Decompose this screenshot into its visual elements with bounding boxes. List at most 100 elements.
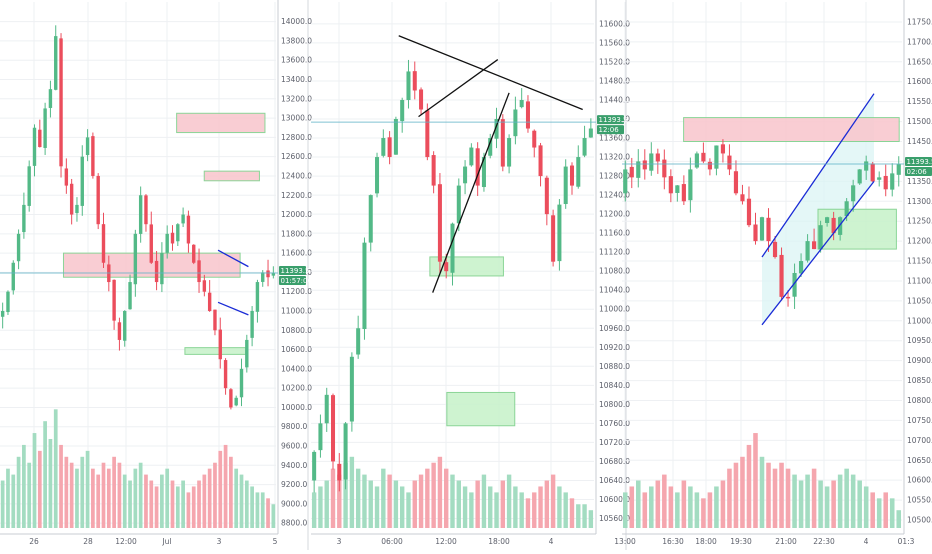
candle-body xyxy=(388,137,392,157)
candle-body xyxy=(112,280,115,321)
volume-bar xyxy=(688,486,693,528)
candle-body xyxy=(688,169,692,200)
y-tick-label: 12000.0 xyxy=(281,210,312,219)
volume-bar xyxy=(576,504,580,528)
candle-body xyxy=(438,184,442,261)
candle-body xyxy=(27,166,30,206)
y-tick-label: 10680.0 xyxy=(599,457,630,466)
candle-body xyxy=(695,153,699,167)
candle-body xyxy=(469,148,473,166)
candle-body xyxy=(75,205,78,213)
volume-bar xyxy=(224,445,228,528)
volume-bar xyxy=(623,492,628,528)
volume-bar xyxy=(75,469,79,528)
candle-body xyxy=(513,109,517,136)
support-zone xyxy=(818,209,896,249)
y-tick-label: 11350.0 xyxy=(907,177,932,186)
candle-body xyxy=(344,423,348,479)
volume-bar xyxy=(331,469,335,528)
y-tick-label: 8800.0 xyxy=(281,519,307,528)
x-tick-label: 22:30 xyxy=(813,537,835,546)
countdown-label: 01:57:06 xyxy=(281,277,313,285)
volume-bar xyxy=(734,463,739,528)
volume-bar xyxy=(482,475,486,528)
volume-bar xyxy=(165,469,169,528)
candle-body xyxy=(362,243,366,329)
volume-bar xyxy=(662,475,667,528)
candle-body xyxy=(532,131,536,148)
candle-body xyxy=(102,224,105,263)
volume-bar xyxy=(155,486,159,528)
y-tick-label: 12400.0 xyxy=(281,171,312,180)
volume-bar xyxy=(128,481,132,528)
volume-bar xyxy=(139,463,143,528)
volume-bar xyxy=(64,457,68,528)
candle-body xyxy=(356,328,360,354)
y-tick-label: 10850.0 xyxy=(907,376,932,385)
candle-body xyxy=(877,177,881,179)
x-tick-label: 06:00 xyxy=(381,537,403,546)
volume-bar xyxy=(708,492,713,528)
candle-body xyxy=(128,282,131,309)
volume-bar xyxy=(118,463,122,528)
volume-bar xyxy=(181,481,185,528)
candle-body xyxy=(6,292,9,312)
candle-body xyxy=(897,164,901,175)
candle-body xyxy=(381,138,385,156)
y-tick-label: 11120.0 xyxy=(599,248,630,257)
volume-bar xyxy=(682,481,687,528)
support-zone xyxy=(447,392,515,425)
candle-body xyxy=(786,297,790,299)
candle-body xyxy=(150,224,153,262)
y-tick-label: 11160.0 xyxy=(599,229,630,238)
candle-body xyxy=(805,241,809,260)
candle-body xyxy=(331,395,335,461)
volume-bar xyxy=(318,486,322,528)
x-tick-label: 5 xyxy=(273,537,278,546)
y-tick-label: 9800.0 xyxy=(281,422,307,431)
volume-bar xyxy=(831,481,836,528)
candle-body xyxy=(551,215,555,261)
last-price-label: 11393.5 xyxy=(907,158,932,166)
candle-body xyxy=(81,157,84,206)
y-tick-label: 11250.0 xyxy=(907,217,932,226)
y-tick-label: 11040.0 xyxy=(599,286,630,295)
volume-bar xyxy=(488,486,492,528)
last-price-label: 11393.5 xyxy=(281,267,310,275)
candle-body xyxy=(1,311,4,317)
resistance-zone xyxy=(684,118,900,142)
x-tick-label: 13:00 xyxy=(614,537,636,546)
support-zone xyxy=(185,348,246,355)
y-tick-label: 11450.0 xyxy=(907,137,932,146)
volume-bar xyxy=(381,469,385,528)
candle-body xyxy=(160,253,163,284)
y-tick-label: 12600.0 xyxy=(281,152,312,161)
candle-body xyxy=(669,176,673,193)
volume-bar xyxy=(400,486,404,528)
volume-bar xyxy=(387,475,391,528)
y-tick-label: 14000.0 xyxy=(281,17,312,26)
candle-body xyxy=(375,157,379,193)
y-tick-label: 10600.0 xyxy=(907,476,932,485)
volume-bar xyxy=(857,481,862,528)
y-tick-label: 11600.0 xyxy=(599,19,630,28)
volume-bar xyxy=(86,451,90,528)
volume-bar xyxy=(786,469,791,528)
candle-body xyxy=(864,161,868,170)
volume-bar xyxy=(350,457,354,528)
candle-body xyxy=(155,261,158,282)
volume-bar xyxy=(643,492,648,528)
volume-bar xyxy=(501,481,505,528)
y-tick-label: 12200.0 xyxy=(281,191,312,200)
y-tick-label: 13400.0 xyxy=(281,75,312,84)
candle-body xyxy=(779,255,783,297)
y-tick-label: 10800.0 xyxy=(281,326,312,335)
candle-body xyxy=(213,310,216,331)
volume-bar xyxy=(896,510,901,528)
x-tick-label: Jul xyxy=(161,537,171,546)
y-tick-label: 10880.0 xyxy=(599,362,630,371)
y-tick-label: 11100.0 xyxy=(907,276,932,285)
x-tick-label: 18:00 xyxy=(488,537,510,546)
volume-bar xyxy=(102,463,106,528)
y-tick-label: 10000.0 xyxy=(281,403,312,412)
